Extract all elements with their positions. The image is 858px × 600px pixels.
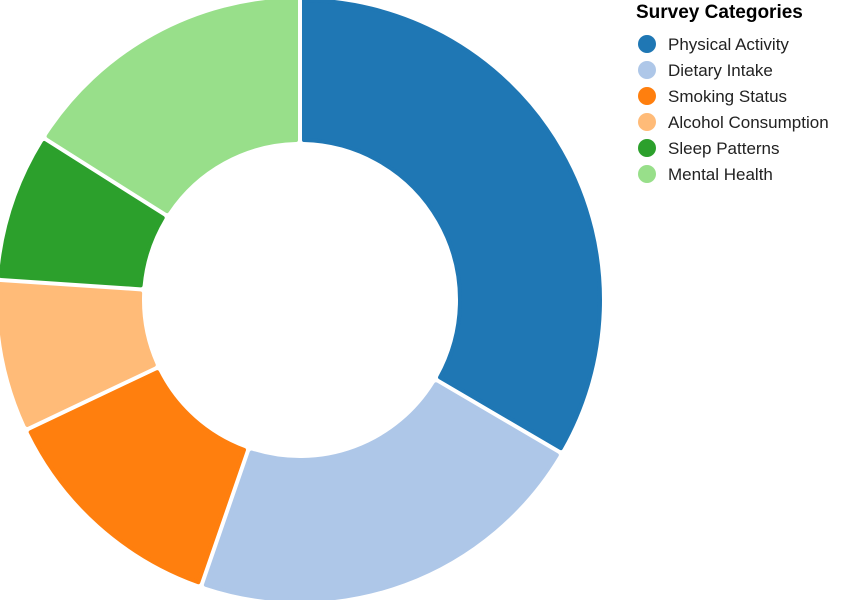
legend-label: Dietary Intake (668, 61, 773, 80)
legend-swatch (638, 61, 656, 79)
slice-mental-health (46, 0, 298, 214)
legend-item-sleep-patterns: Sleep Patterns (638, 139, 780, 158)
legend-swatch (638, 87, 656, 105)
legend-swatch (638, 139, 656, 157)
legend-items: Physical Activity Dietary Intake Smoking S… (638, 35, 829, 184)
legend-label: Alcohol Consumption (668, 113, 829, 132)
legend-item-smoking-status: Smoking Status (638, 87, 787, 106)
slice-sleep-patterns (0, 141, 165, 288)
legend-item-mental-health: Mental Health (638, 165, 773, 184)
slice-physical-activity (302, 0, 602, 451)
legend-item-physical-activity: Physical Activity (638, 35, 789, 54)
legend-swatch (638, 165, 656, 183)
donut-slices (0, 0, 602, 600)
legend-label: Mental Health (668, 165, 773, 184)
legend: Survey Categories Physical Activity Dieta… (636, 2, 829, 184)
legend-item-dietary-intake: Dietary Intake (638, 61, 773, 80)
legend-item-alcohol-consumption: Alcohol Consumption (638, 113, 829, 132)
legend-label: Physical Activity (668, 35, 789, 54)
legend-label: Smoking Status (668, 87, 787, 106)
legend-swatch (638, 113, 656, 131)
legend-swatch (638, 35, 656, 53)
legend-label: Sleep Patterns (668, 139, 780, 158)
slice-alcohol-consumption (0, 281, 156, 427)
slice-smoking-status (28, 370, 247, 585)
legend-title: Survey Categories (636, 2, 803, 23)
slice-dietary-intake (203, 382, 559, 600)
